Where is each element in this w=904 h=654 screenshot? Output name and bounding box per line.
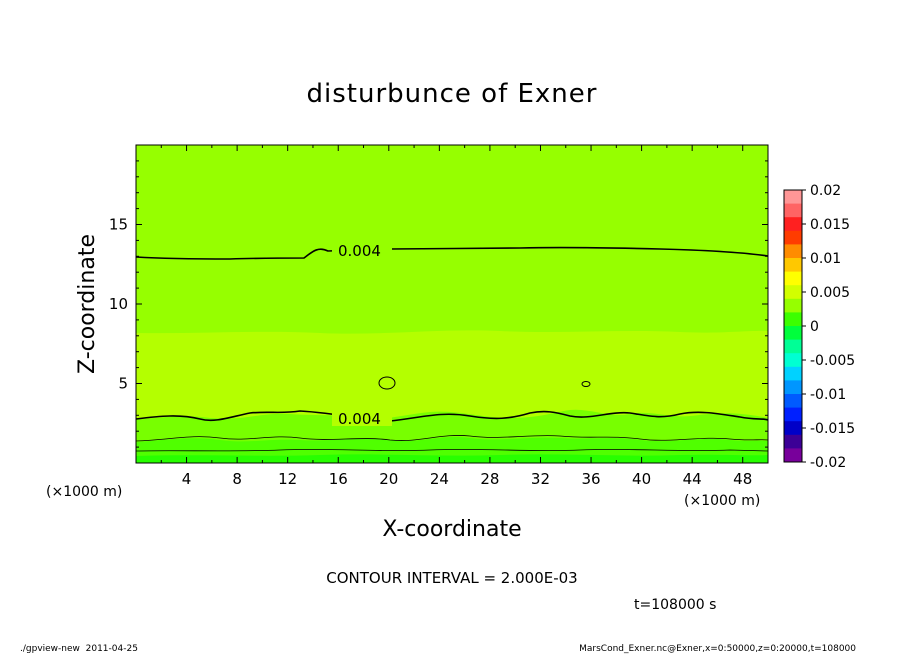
contour-fill <box>136 145 768 463</box>
colorbar-swatch <box>784 285 802 300</box>
contour-labels: 0.004 0.004 <box>332 240 392 428</box>
colorbar-swatch <box>784 190 802 205</box>
x-tick-label: 44 <box>683 470 702 488</box>
contour-line-thin-2 <box>135 449 769 452</box>
colorbar-swatch <box>784 298 802 313</box>
colorbar-label: 0.015 <box>810 217 850 233</box>
contour-lines <box>135 246 769 452</box>
contour-label-bg-upper <box>332 240 392 258</box>
colorbar-swatch <box>784 230 802 245</box>
y-tick-label: 10 <box>109 295 128 313</box>
y-axis: 5 10 15 <box>109 160 768 448</box>
time-label: t=108000 s <box>634 597 716 613</box>
x-tick-label: 40 <box>632 470 651 488</box>
colorbar-swatch <box>784 353 802 368</box>
x-tick-label: 8 <box>232 470 242 488</box>
contour-label-upper: 0.004 <box>338 242 381 260</box>
x-tick-label: 20 <box>379 470 398 488</box>
colorbar-swatch <box>784 394 802 409</box>
x-tick-label: 12 <box>278 470 297 488</box>
colorbar-swatch <box>784 366 802 381</box>
colorbar-swatch <box>784 271 802 286</box>
colorbar-label: -0.01 <box>810 387 846 403</box>
colorbar-label: 0.01 <box>810 251 841 267</box>
x-tick-label: 48 <box>733 470 752 488</box>
y-tick-label: 5 <box>118 375 128 393</box>
contour-line-lower <box>135 410 769 422</box>
colorbar-label: 0.005 <box>810 285 850 301</box>
colorbar-label: -0.015 <box>810 421 855 437</box>
colorbar-swatch <box>784 380 802 395</box>
y-tick-label: 15 <box>109 216 128 234</box>
colorbar-swatch <box>784 421 802 436</box>
colorbar-label: -0.005 <box>810 353 855 369</box>
contour-line-upper <box>135 246 769 260</box>
colorbar-swatch <box>784 244 802 259</box>
contour-label-bg-lower <box>332 408 392 426</box>
colorbar-swatch <box>784 326 802 341</box>
x-unit-left: (×1000 m) <box>46 484 122 500</box>
x-tick-label: 32 <box>531 470 550 488</box>
band-bottom <box>136 454 768 463</box>
colorbar-swatch <box>784 258 802 273</box>
colorbar-swatch <box>784 434 802 449</box>
chart-title: disturbunce of Exner <box>307 79 598 109</box>
band-middle <box>136 330 768 418</box>
colorbar-swatch <box>784 217 802 232</box>
colorbar-label: -0.02 <box>810 455 846 471</box>
x-tick-label: 28 <box>480 470 499 488</box>
colorbar-swatch <box>784 339 802 354</box>
colorbar-label: 0 <box>810 319 819 335</box>
contour-closed-2 <box>581 381 591 387</box>
x-axis-label: X-coordinate <box>382 517 521 542</box>
contour-label-lower: 0.004 <box>338 410 381 428</box>
x-axis: 4 8 12 16 20 24 28 32 36 40 44 48 <box>160 145 752 488</box>
colorbar-swatch <box>784 203 802 218</box>
y-axis-label: Z-coordinate <box>75 234 100 374</box>
colorbar-swatch <box>784 407 802 422</box>
footer-right: MarsCond_Exner.nc@Exner,x=0:50000,z=0:20… <box>579 644 856 654</box>
x-unit-right: (×1000 m) <box>684 493 760 509</box>
footer-left: ./gpview-new 2011-04-25 <box>20 644 138 654</box>
colorbar-label: 0.02 <box>810 183 841 199</box>
contour-interval: CONTOUR INTERVAL = 2.000E-03 <box>326 569 577 587</box>
colorbar: 0.02 0.015 0.01 0.005 0 -0.005 -0.01 -0.015 -0.0… <box>783 183 855 471</box>
contour-line-thin-1 <box>135 435 769 442</box>
x-tick-label: 24 <box>430 470 449 488</box>
x-tick-label: 16 <box>329 470 348 488</box>
x-tick-label: 4 <box>182 470 192 488</box>
colorbar-swatch <box>784 312 802 327</box>
contour-closed-1 <box>378 376 396 390</box>
x-tick-label: 36 <box>581 470 600 488</box>
colorbar-swatch <box>784 448 802 463</box>
